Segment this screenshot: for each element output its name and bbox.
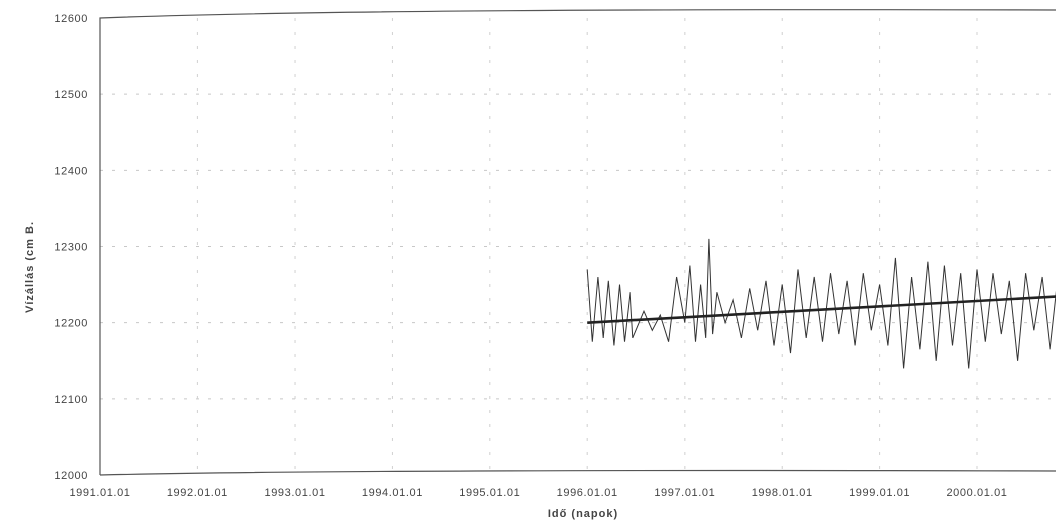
trend-line — [587, 295, 1056, 324]
trend-series — [587, 295, 1056, 324]
x-tick-label: 1995.01.01 — [459, 487, 520, 499]
x-tick-label: 1996.01.01 — [557, 487, 618, 499]
x-tick-label: 1991.01.01 — [69, 487, 130, 499]
y-tick-label: 12400 — [54, 165, 88, 177]
y-tick-label: 12500 — [54, 89, 88, 101]
y-tick-label: 12300 — [54, 242, 88, 254]
y-tick-label: 12600 — [54, 13, 88, 25]
observed-series — [586, 238, 1056, 369]
x-tick-label: 1992.01.01 — [167, 487, 228, 499]
x-tick-label: 1998.01.01 — [752, 487, 813, 499]
plot-frame — [99, 9, 1056, 476]
water-level-line — [586, 238, 1056, 369]
x-tick-label: 1993.01.01 — [265, 487, 326, 499]
y-tick-labels: 12000 12100 12200 12300 12400 12500 12600 — [54, 13, 88, 482]
x-tick-labels: 1991.01.01 1992.01.01 1993.01.01 1994.01.01… — [69, 487, 1007, 499]
x-tick-label: 1994.01.01 — [362, 487, 423, 499]
y-tick-label: 12100 — [54, 394, 88, 406]
grid — [100, 18, 1056, 475]
x-tick-label: 1997.01.01 — [654, 487, 715, 499]
x-axis-title: Idő (napok) — [548, 508, 618, 520]
x-tick-label: 1999.01.01 — [849, 487, 910, 499]
y-tick-label: 12200 — [54, 318, 88, 330]
y-axis-title: Vízállás (cm B. — [24, 221, 36, 313]
x-tick-label: 2000.01.01 — [946, 487, 1007, 499]
y-tick-label: 12000 — [54, 470, 88, 482]
